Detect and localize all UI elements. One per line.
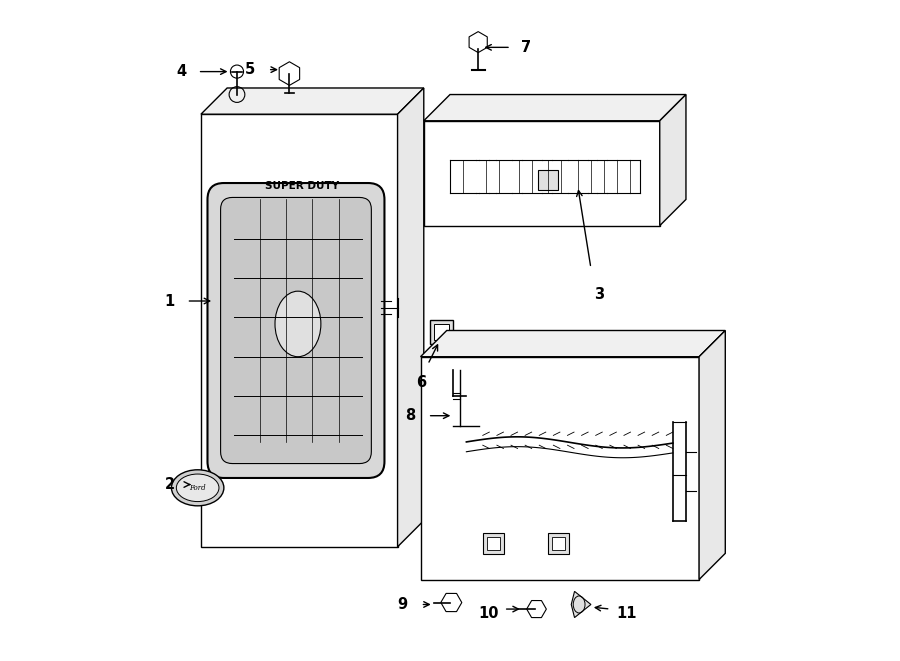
Text: 4: 4 bbox=[176, 64, 186, 79]
Text: 5: 5 bbox=[245, 62, 256, 77]
Text: 1: 1 bbox=[165, 293, 175, 309]
Polygon shape bbox=[201, 88, 424, 114]
Text: 9: 9 bbox=[398, 597, 408, 612]
Text: 11: 11 bbox=[616, 606, 637, 621]
Bar bbox=[482, 533, 504, 554]
Polygon shape bbox=[424, 95, 686, 121]
Ellipse shape bbox=[171, 470, 224, 506]
Bar bbox=[429, 320, 454, 344]
Polygon shape bbox=[424, 121, 660, 225]
Bar bbox=[553, 537, 565, 550]
Polygon shape bbox=[572, 592, 591, 617]
Polygon shape bbox=[398, 88, 424, 547]
Polygon shape bbox=[660, 95, 686, 225]
Polygon shape bbox=[201, 114, 398, 547]
Text: SUPER DUTY: SUPER DUTY bbox=[266, 181, 339, 191]
Polygon shape bbox=[420, 330, 725, 357]
Bar bbox=[434, 324, 449, 340]
FancyBboxPatch shape bbox=[208, 183, 384, 478]
Polygon shape bbox=[699, 330, 725, 580]
Text: 10: 10 bbox=[479, 606, 499, 621]
Polygon shape bbox=[420, 357, 699, 580]
Text: 8: 8 bbox=[406, 408, 416, 423]
Bar bbox=[538, 170, 558, 190]
Bar bbox=[487, 537, 500, 550]
Ellipse shape bbox=[176, 474, 219, 502]
Ellipse shape bbox=[275, 292, 321, 357]
Text: 2: 2 bbox=[165, 477, 175, 492]
Text: 7: 7 bbox=[521, 40, 531, 55]
Bar bbox=[548, 533, 570, 554]
Text: 6: 6 bbox=[416, 375, 427, 391]
FancyBboxPatch shape bbox=[220, 198, 372, 463]
Text: 3: 3 bbox=[594, 287, 605, 302]
Text: Ford: Ford bbox=[189, 484, 206, 492]
